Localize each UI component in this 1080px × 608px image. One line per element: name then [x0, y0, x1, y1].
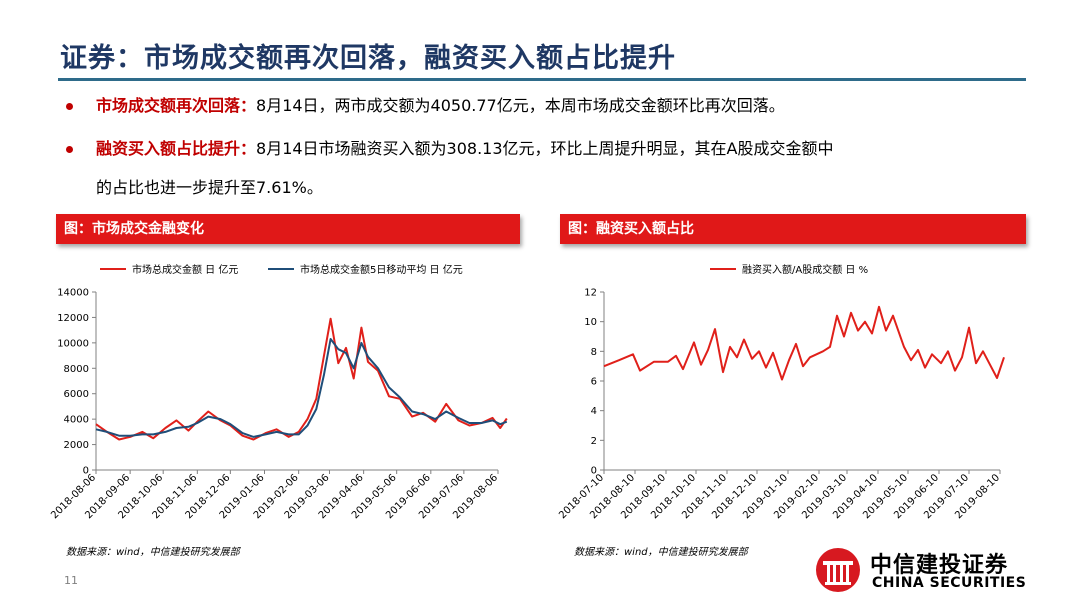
right-chart-legend: 融资买入额/A股成交额 日 %: [710, 261, 910, 276]
bullet-text: 8月14日，两市成交额为4050.77亿元，本周市场成交金额环比再次回落。: [256, 96, 785, 115]
y-tick-label: 4000: [64, 415, 89, 426]
company-logo: 中信建投证券 CHINA SECURITIES: [812, 545, 1042, 595]
y-tick-label: 10: [584, 317, 597, 328]
right-line-chart: 0246810122018-07-102018-08-102018-09-102…: [557, 288, 1005, 521]
legend-label: 市场总成交金额 日 亿元: [132, 265, 239, 276]
y-tick-label: 2000: [64, 440, 89, 451]
page-number: 11: [64, 574, 78, 587]
series-line-1: [603, 305, 1005, 381]
bullet-label: 融资买入额占比提升：: [96, 139, 257, 158]
left-chart-legend: 市场总成交金额 日 亿元 市场总成交金额5日移动平均 日 亿元: [100, 261, 520, 276]
left-source-note: 数据来源：wind，中信建投研究发展部: [66, 547, 240, 558]
slide-title: 证券：市场成交额再次回落，融资买入额占比提升: [60, 43, 676, 74]
y-tick-label: 0: [83, 466, 89, 477]
y-tick-label: 8: [591, 347, 597, 358]
left-line-chart: 020004000600080001000012000140002018-08-…: [49, 288, 508, 521]
y-tick-label: 12000: [57, 313, 89, 324]
y-tick-label: 14000: [57, 288, 89, 299]
citic-logo-icon: [816, 548, 860, 592]
legend-swatch-red: [100, 267, 126, 270]
y-tick-label: 12: [584, 288, 597, 299]
legend-item-daily: 市场总成交金额 日 亿元: [100, 261, 238, 276]
bullet-text: 8月14日市场融资买入额为308.13亿元，环比上周提升明显，其在A股成交金额中: [256, 139, 834, 158]
right-source-note: 数据来源：wind，中信建投研究发展部: [574, 547, 748, 558]
left-chart-header: 图：市场成交金融变化: [56, 214, 520, 244]
bullet-dot-icon: [66, 146, 73, 153]
series-line-1: [95, 317, 508, 441]
y-tick-label: 6000: [64, 389, 89, 400]
y-tick-label: 8000: [64, 364, 89, 375]
series-line-2: [95, 338, 508, 438]
y-tick-label: 2: [591, 436, 597, 447]
logo-text-en: CHINA SECURITIES: [872, 575, 1027, 591]
legend-item-ratio: 融资买入额/A股成交额 日 %: [710, 261, 868, 276]
legend-label: 融资买入额/A股成交额 日 %: [742, 265, 869, 276]
legend-swatch-blue: [268, 267, 294, 270]
bullet-dot-icon: [66, 103, 73, 110]
bullet-continuation: 的占比也进一步提升至7.61%。: [96, 178, 323, 197]
bullet-label: 市场成交额再次回落：: [96, 96, 257, 115]
legend-item-ma5: 市场总成交金额5日移动平均 日 亿元: [268, 261, 463, 276]
right-chart-header: 图：融资买入额占比: [560, 214, 1026, 244]
y-tick-label: 0: [591, 466, 597, 477]
y-tick-label: 10000: [57, 338, 89, 349]
y-tick-label: 4: [591, 406, 597, 417]
logo-text-cn: 中信建投证券: [870, 553, 1009, 578]
y-tick-label: 6: [591, 377, 597, 388]
title-divider: [58, 78, 1026, 81]
legend-swatch-red: [710, 267, 736, 270]
legend-label: 市场总成交金额5日移动平均 日 亿元: [300, 265, 463, 276]
